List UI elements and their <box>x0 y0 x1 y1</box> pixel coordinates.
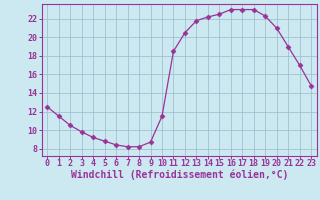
X-axis label: Windchill (Refroidissement éolien,°C): Windchill (Refroidissement éolien,°C) <box>70 169 288 180</box>
